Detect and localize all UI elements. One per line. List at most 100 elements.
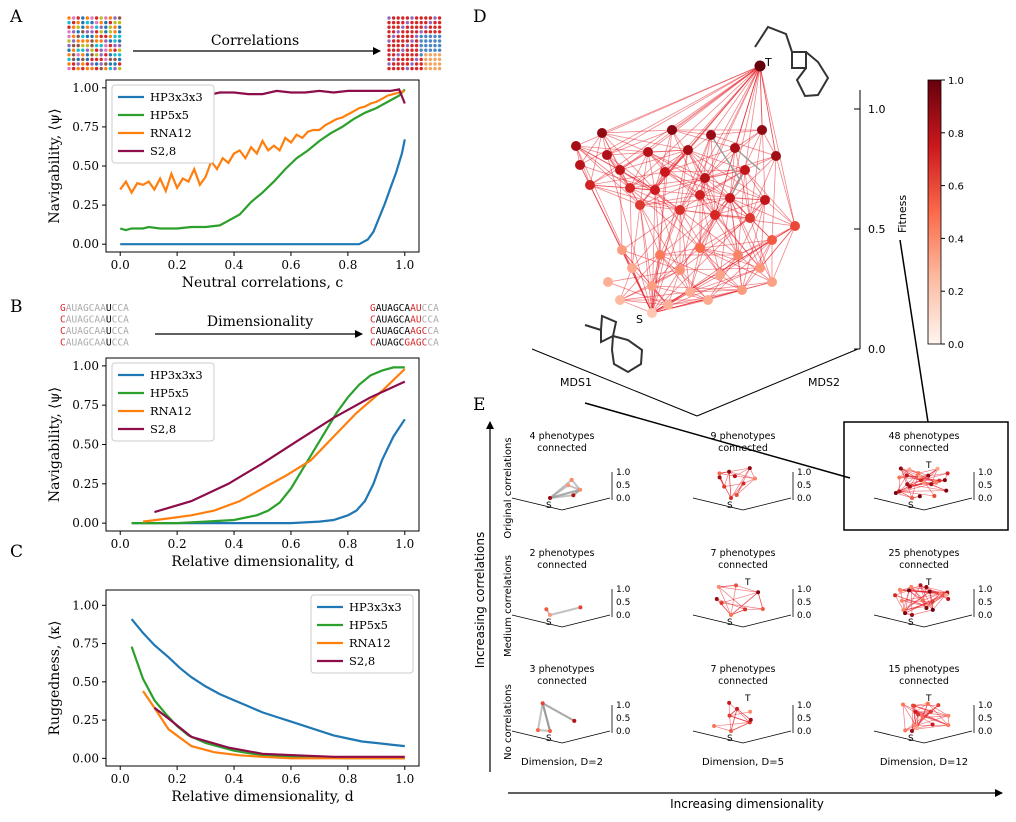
grid-dot [99, 25, 103, 29]
series-line-RNA12 [142, 368, 406, 523]
increasing-dimensionality-label: Increasing dimensionality [670, 797, 824, 811]
cell-z-tick-label: 1.0 [978, 468, 993, 478]
row-label-original: Original correlations [503, 437, 514, 538]
small-multiples-grid: Increasing correlations Increasing dimen… [473, 421, 1009, 811]
cell-edge [920, 472, 948, 481]
grid-dot [401, 20, 405, 25]
cell-edge [900, 468, 922, 481]
grid-dot [396, 30, 400, 34]
legend-label: HP5x5 [150, 108, 189, 122]
grid-dot [90, 43, 94, 48]
network-edge [759, 65, 777, 157]
cell-edge [911, 714, 919, 732]
x-tick-label: 0.6 [281, 537, 300, 551]
grid-dot [90, 39, 94, 43]
grid-dot [391, 48, 396, 52]
cell-edge [542, 702, 575, 722]
cell-z-tick-label: 1.0 [797, 585, 812, 595]
grid-dot [433, 39, 437, 43]
cell-node [719, 600, 724, 605]
cell-connected-label: connected [537, 443, 587, 454]
cell-edge [730, 609, 746, 616]
cell-z-tick-label: 0.0 [616, 611, 631, 621]
network-edge [647, 151, 731, 199]
cell-edge [570, 479, 581, 491]
grid-dot [401, 53, 405, 57]
cell-edge [736, 478, 756, 496]
network-edge [619, 299, 653, 314]
cell-target-label: T [925, 578, 932, 588]
cell-edge [728, 702, 750, 723]
y-tick-label: 0.25 [72, 198, 99, 212]
grid-dot [67, 62, 71, 66]
correlations-arrow-label: Correlations [211, 33, 299, 49]
cell-node [544, 607, 549, 612]
fitness-landscape-network-3d: MDS1 MDS2 0.0 0.5 1.0 T S 0.0 0.2 0.4 0.6 0.8 1… [531, 25, 964, 479]
cell-edge [899, 490, 947, 492]
phenotype-node [603, 277, 613, 287]
grid-dot [387, 20, 391, 25]
cell-z-tick-label: 1.0 [978, 585, 993, 595]
cell-floor-axes [692, 730, 792, 744]
grid-dot [113, 53, 117, 57]
grid-dot [410, 66, 414, 71]
network-edge [737, 239, 773, 256]
phenotype-node [571, 141, 581, 151]
grid-dot [419, 62, 423, 66]
cell-node [934, 480, 939, 485]
grid-dot [401, 30, 405, 34]
grid-dot [90, 57, 94, 62]
grid-dot [401, 34, 405, 39]
grid-dot [405, 43, 410, 48]
grid-dot [405, 39, 410, 43]
cell-count-label: 15 phenotypes [888, 664, 959, 675]
colorbar-label: Fitness [896, 195, 909, 233]
cell-edge [728, 471, 732, 499]
grid-dot [410, 39, 414, 43]
grid-dot [81, 62, 85, 66]
phenotype-node [602, 150, 612, 160]
grid-dot [85, 25, 90, 29]
grid-dot [433, 62, 437, 66]
grid-dot [71, 34, 76, 39]
grid-dot [401, 43, 405, 48]
network-edge [607, 281, 669, 306]
grid-dot [419, 66, 423, 71]
legend-label: RNA12 [349, 636, 391, 650]
cell-node [937, 478, 942, 483]
cell-count-label: 2 phenotypes [530, 548, 595, 559]
phenotype-node [625, 183, 635, 193]
grid-dot [67, 30, 71, 34]
cell-edge [906, 475, 947, 492]
legend-label: S2,8 [150, 422, 176, 436]
grid-dot [113, 30, 117, 34]
legend-label: HP5x5 [349, 618, 388, 632]
zoom-connector-left [584, 402, 851, 479]
phenotype-node [597, 128, 607, 138]
grid-dot [410, 62, 414, 66]
cell-node [927, 589, 932, 594]
network-edge [744, 169, 751, 219]
cell-floor-axes [873, 730, 973, 744]
network-edge [619, 267, 633, 301]
cell-z-tick-label: 0.0 [797, 494, 812, 504]
grid-dot [90, 53, 94, 57]
grid-dot [71, 66, 76, 71]
cell-edge [899, 472, 919, 492]
cell-node [930, 599, 935, 604]
grid-dot [71, 30, 76, 34]
network-edge [601, 132, 656, 191]
legend-label: HP3x3x3 [150, 368, 203, 382]
grid-dot [81, 48, 85, 52]
grid-dot [117, 48, 122, 52]
cell-node [946, 723, 951, 728]
network-edge [647, 149, 689, 153]
grid-dot [108, 34, 113, 39]
cell-connected-label: connected [899, 560, 949, 571]
grid-dot [410, 43, 414, 48]
cell-edge [920, 585, 934, 611]
cell-edge [901, 600, 927, 607]
cell-edge [549, 479, 573, 499]
cell-z-tick-label: 0.5 [616, 714, 630, 724]
